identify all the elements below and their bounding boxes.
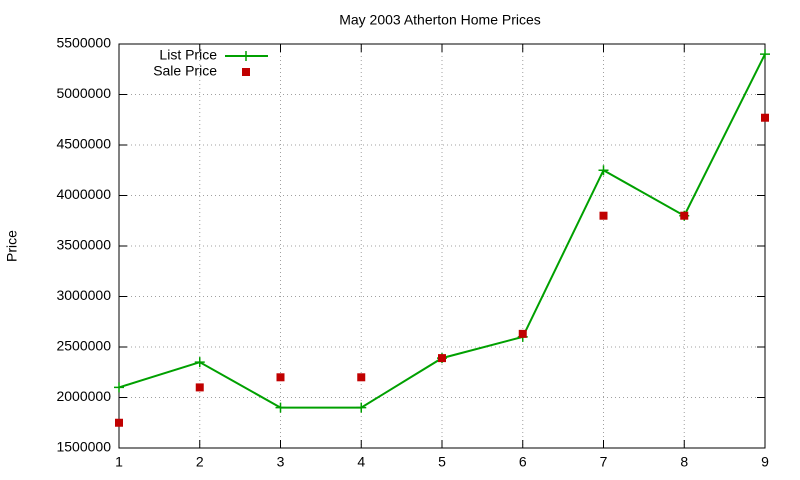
point <box>599 211 608 220</box>
x-tick-label: 3 <box>277 454 285 470</box>
point <box>760 49 770 60</box>
y-tick-label: 2000000 <box>56 388 111 404</box>
x-tick-label: 1 <box>115 454 123 470</box>
point <box>276 373 285 382</box>
x-tick-label: 8 <box>680 454 688 470</box>
x-tick-label: 9 <box>761 454 769 470</box>
point <box>438 354 446 363</box>
legend-label: List Price <box>159 47 217 63</box>
legend-label: Sale Price <box>153 63 217 79</box>
y-tick-label: 3500000 <box>56 237 111 253</box>
y-tick-label: 5000000 <box>56 85 111 101</box>
x-tick-label: 6 <box>519 454 527 470</box>
point <box>598 165 609 176</box>
point <box>518 329 527 338</box>
chart-title: May 2003 Atherton Home Prices <box>339 12 541 28</box>
point <box>114 382 124 393</box>
y-tick-label: 3000000 <box>56 287 111 303</box>
y-tick-label: 1500000 <box>56 439 111 455</box>
point <box>680 211 689 220</box>
plot-border <box>118 43 766 449</box>
y-tick-label: 4500000 <box>56 136 111 152</box>
y-axis-label: Price <box>4 230 20 262</box>
y-tick-label: 2500000 <box>56 338 111 354</box>
y-tick-label: 4000000 <box>56 186 111 202</box>
point <box>275 402 286 413</box>
legend-marker <box>241 51 251 61</box>
x-tick-label: 7 <box>600 454 608 470</box>
x-tick-label: 4 <box>357 454 365 470</box>
point <box>195 383 204 392</box>
y-tick-label: 5500000 <box>56 35 111 51</box>
legend-marker <box>242 68 250 76</box>
x-tick-label: 5 <box>438 454 446 470</box>
x-tick-label: 2 <box>196 454 204 470</box>
point <box>761 113 769 122</box>
point <box>356 402 367 413</box>
point <box>115 418 123 427</box>
point <box>194 357 205 368</box>
point <box>357 373 366 382</box>
